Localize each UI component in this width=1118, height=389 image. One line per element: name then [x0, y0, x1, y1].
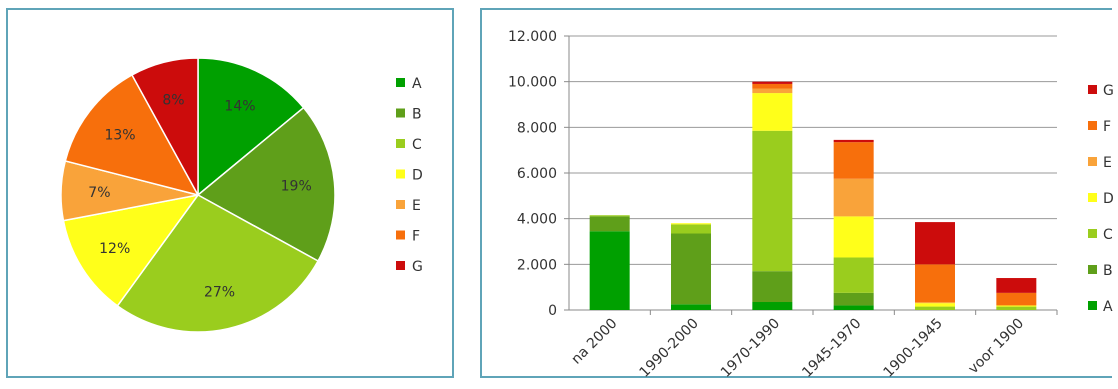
pie-slice-f: [64, 73, 200, 197]
bar-segment-f: [752, 83, 793, 89]
bar-legend-swatch-b: [1088, 265, 1097, 274]
pie-legend-swatch-a: [396, 78, 405, 87]
y-tick-label: 10.000: [508, 75, 557, 91]
pie-legend-label-g: G: [412, 259, 423, 275]
bar-segment-d: [671, 223, 711, 225]
bar-segment-b: [589, 216, 630, 232]
bar-segment-c: [752, 130, 793, 272]
bar-legend-label-f: F: [1103, 119, 1111, 135]
bar-segment-d: [996, 305, 1037, 307]
bar-legend-label-e: E: [1103, 155, 1112, 171]
bar-segment-c: [915, 306, 955, 310]
bar-segment-a: [752, 302, 793, 310]
y-tick-label: 4.000: [517, 212, 557, 228]
bar-segment-g: [996, 278, 1037, 293]
bar-segment-b: [671, 233, 711, 305]
pie-legend-swatch-c: [396, 139, 405, 148]
bar-legend-swatch-c: [1088, 229, 1097, 238]
pie-label-e: 7%: [88, 185, 110, 201]
x-tick-label: 1900-1945: [881, 316, 946, 381]
pie-legend-swatch-g: [396, 261, 405, 270]
bar-legend-label-g: G: [1103, 83, 1114, 99]
bar-segment-e: [915, 302, 955, 304]
bar-segment-a: [589, 231, 630, 310]
pie-legend-swatch-e: [396, 200, 405, 209]
bar-chart-panel: 0 2.000 4.000 6.000 8.000 10.000 12.000 na 2000…: [480, 8, 1114, 381]
bar-segment-d: [752, 93, 793, 131]
pie-label-g: 8%: [162, 92, 184, 108]
bar-segment-f: [833, 142, 874, 179]
x-tick-label: 1970-1990: [718, 316, 783, 381]
pie-legend-label-e: E: [412, 198, 421, 214]
pie-legend-label-c: C: [412, 137, 422, 153]
pie-chart-panel: 14% 19% 27% 12% 7% 13% 8% A B C D E F G: [6, 8, 454, 378]
bar-segment-g: [833, 139, 874, 143]
bar-segment-g: [915, 222, 955, 265]
bar-segment-c: [671, 224, 711, 234]
pie-legend-label-b: B: [412, 107, 422, 123]
pie-legend-swatch-b: [396, 108, 405, 118]
pie-legend-swatch-d: [396, 169, 405, 179]
bar-segment-e: [833, 178, 874, 217]
x-tick-label: voor 1900: [965, 316, 1027, 378]
bar-legend-swatch-a: [1088, 301, 1097, 310]
x-tick-label: 1990-2000: [637, 316, 702, 381]
bar-segment-c: [589, 215, 630, 217]
bar-segment-a: [833, 305, 874, 310]
x-tick-label: na 2000: [569, 316, 621, 368]
pie-slice-a: [197, 57, 305, 197]
bar-legend-label-c: C: [1103, 227, 1113, 243]
bar-segment-e: [752, 88, 793, 94]
pie-label-a: 14%: [224, 99, 255, 115]
pie-label-f: 13%: [104, 128, 135, 144]
bar-legend-swatch-e: [1088, 157, 1097, 166]
bar-legend-swatch-d: [1088, 193, 1097, 202]
pie-slice-d: [62, 193, 200, 307]
y-tick-label: 8.000: [517, 120, 557, 136]
y-tick-label: 0: [548, 303, 557, 319]
bar-segment-d: [915, 303, 955, 307]
bar-legend-label-b: B: [1103, 263, 1113, 279]
pie-legend-label-a: A: [412, 76, 422, 92]
stacked-bar-chart: 0 2.000 4.000 6.000 8.000 10.000 12.000 na 2000…: [508, 29, 1114, 381]
bar-legend-label-d: D: [1103, 191, 1114, 207]
pie-slice-b: [196, 106, 336, 263]
pie-label-b: 19%: [281, 179, 312, 195]
y-tick-label: 6.000: [517, 166, 557, 182]
pie-label-c: 27%: [204, 284, 235, 300]
pie-legend-label-d: D: [412, 168, 423, 184]
y-tick-label: 2.000: [517, 257, 557, 273]
bar-legend-swatch-f: [1088, 121, 1097, 130]
pie-slice-c: [116, 194, 320, 333]
bar-segment-f: [996, 292, 1037, 306]
bar-segment-b: [752, 271, 793, 303]
bar-segment-a: [671, 304, 711, 310]
pie-legend-label-f: F: [412, 229, 420, 245]
bar-legend-swatch-g: [1088, 85, 1097, 94]
x-tick-label: 1945-1970: [799, 316, 864, 381]
bar-segment-g: [752, 81, 793, 84]
bar-legend-label-a: A: [1103, 299, 1113, 315]
bar-segment-c: [833, 257, 874, 293]
y-tick-label: 12.000: [508, 29, 557, 45]
bar-segment-d: [833, 216, 874, 258]
bar-segment-c: [996, 306, 1037, 310]
pie-slice-g: [130, 57, 199, 196]
bar-segment-f: [915, 264, 955, 303]
bar-segment-b: [833, 292, 874, 306]
pie-label-d: 12%: [99, 241, 130, 257]
pie-legend-swatch-f: [396, 230, 405, 240]
